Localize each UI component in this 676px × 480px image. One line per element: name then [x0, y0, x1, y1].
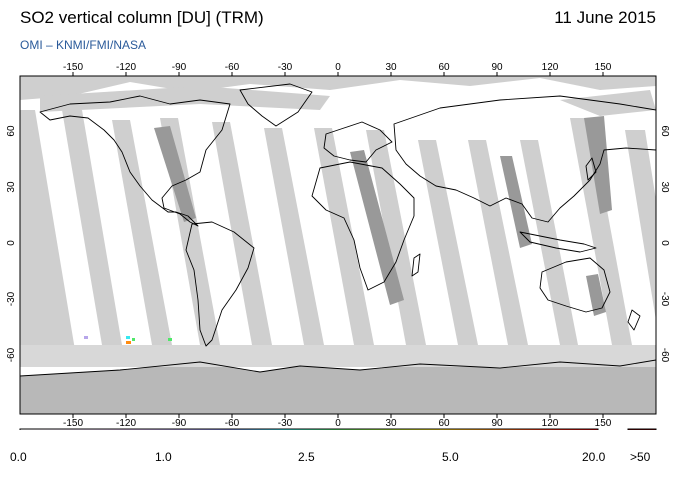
greenland-coast: [239, 83, 313, 127]
lat-labels-right: 60 30 0 -30 -60: [659, 125, 670, 362]
lon-label-bottom: 30: [385, 418, 397, 429]
map-credit: OMI – KNMI/FMI/NASA: [20, 38, 147, 52]
colorbar: [19, 428, 599, 430]
colorbar-overflow-label: >50: [630, 450, 651, 464]
lon-labels-bottom: -150 -120 -90 -60 -30 0 30 60 90 120 150: [63, 418, 612, 429]
lat-label-right: 30: [659, 181, 670, 193]
orbit-gaps: [20, 86, 656, 350]
lat-label-right: -60: [659, 348, 670, 363]
so2-map: -150 -120 -90 -60 -30 0 30 60 90 120 150…: [6, 62, 670, 430]
colorbar-label-3: 5.0: [442, 450, 459, 464]
madagascar-coast: [411, 253, 421, 277]
lon-label-top: 0: [335, 62, 341, 73]
lon-label-top: 30: [385, 62, 397, 73]
north-polar-gap: [20, 76, 656, 100]
lon-label-bottom: -60: [225, 418, 240, 429]
indonesia-coast: [519, 231, 597, 253]
lon-label-bottom: 90: [491, 418, 503, 429]
colorbar-label-0: 0.0: [10, 450, 27, 464]
new-zealand-coast: [627, 309, 641, 331]
lon-ticks-top: [72, 72, 604, 76]
australia-coast: [539, 257, 611, 313]
lon-label-bottom: 60: [438, 418, 450, 429]
lat-label-left: 30: [6, 181, 17, 193]
lat-label-right: -30: [659, 292, 670, 307]
lat-label-right: 0: [659, 240, 670, 246]
north-america-coast: [39, 95, 231, 227]
coastlines: [20, 83, 656, 377]
colorbar-label-4: 20.0: [582, 450, 606, 464]
antarctica: [20, 360, 656, 414]
lat-labels-left: 60 30 0 -30 -60: [6, 125, 17, 362]
lon-label-bottom: -120: [116, 418, 136, 429]
lat-label-right: 60: [659, 125, 670, 137]
colorbar-label-1: 1.0: [155, 450, 172, 464]
asia-coast: [393, 95, 656, 223]
lon-label-bottom: 150: [595, 418, 612, 429]
lon-label-top: -60: [225, 62, 240, 73]
so2-pixels: [84, 336, 172, 344]
colorbar-overflow-swatch: [627, 428, 657, 430]
map-title: SO2 vertical column [DU] (TRM): [20, 8, 264, 27]
colorbar-label-2: 2.5: [298, 450, 315, 464]
lat-label-left: 0: [6, 240, 17, 246]
lon-label-top: -30: [278, 62, 293, 73]
lon-label-top: 150: [595, 62, 612, 73]
antarctica-coast: [20, 359, 656, 377]
lat-label-left: -30: [6, 291, 17, 306]
lon-labels-top: -150 -120 -90 -60 -30 0 30 60 90 120 150: [63, 62, 612, 73]
lat-label-left: -60: [6, 347, 17, 362]
lon-label-top: 60: [438, 62, 450, 73]
south-polar-gap: [20, 345, 656, 367]
south-america-coast: [185, 221, 255, 347]
lon-label-top: 90: [491, 62, 503, 73]
lon-label-bottom: 0: [335, 418, 341, 429]
lon-label-bottom: -30: [278, 418, 293, 429]
europe-coast: [323, 121, 393, 163]
lon-label-top: -150: [63, 62, 83, 73]
lon-label-top: -120: [116, 62, 136, 73]
lon-label-bottom: -90: [172, 418, 187, 429]
map-date: 11 June 2015: [554, 8, 656, 27]
lon-label-bottom: -150: [63, 418, 83, 429]
lon-label-bottom: 120: [542, 418, 559, 429]
lon-label-top: -90: [172, 62, 187, 73]
japan-coast: [585, 157, 597, 181]
africa-coast: [311, 161, 415, 291]
lon-label-top: 120: [542, 62, 559, 73]
lat-label-left: 60: [6, 125, 17, 137]
lon-ticks-bottom: [72, 414, 604, 418]
